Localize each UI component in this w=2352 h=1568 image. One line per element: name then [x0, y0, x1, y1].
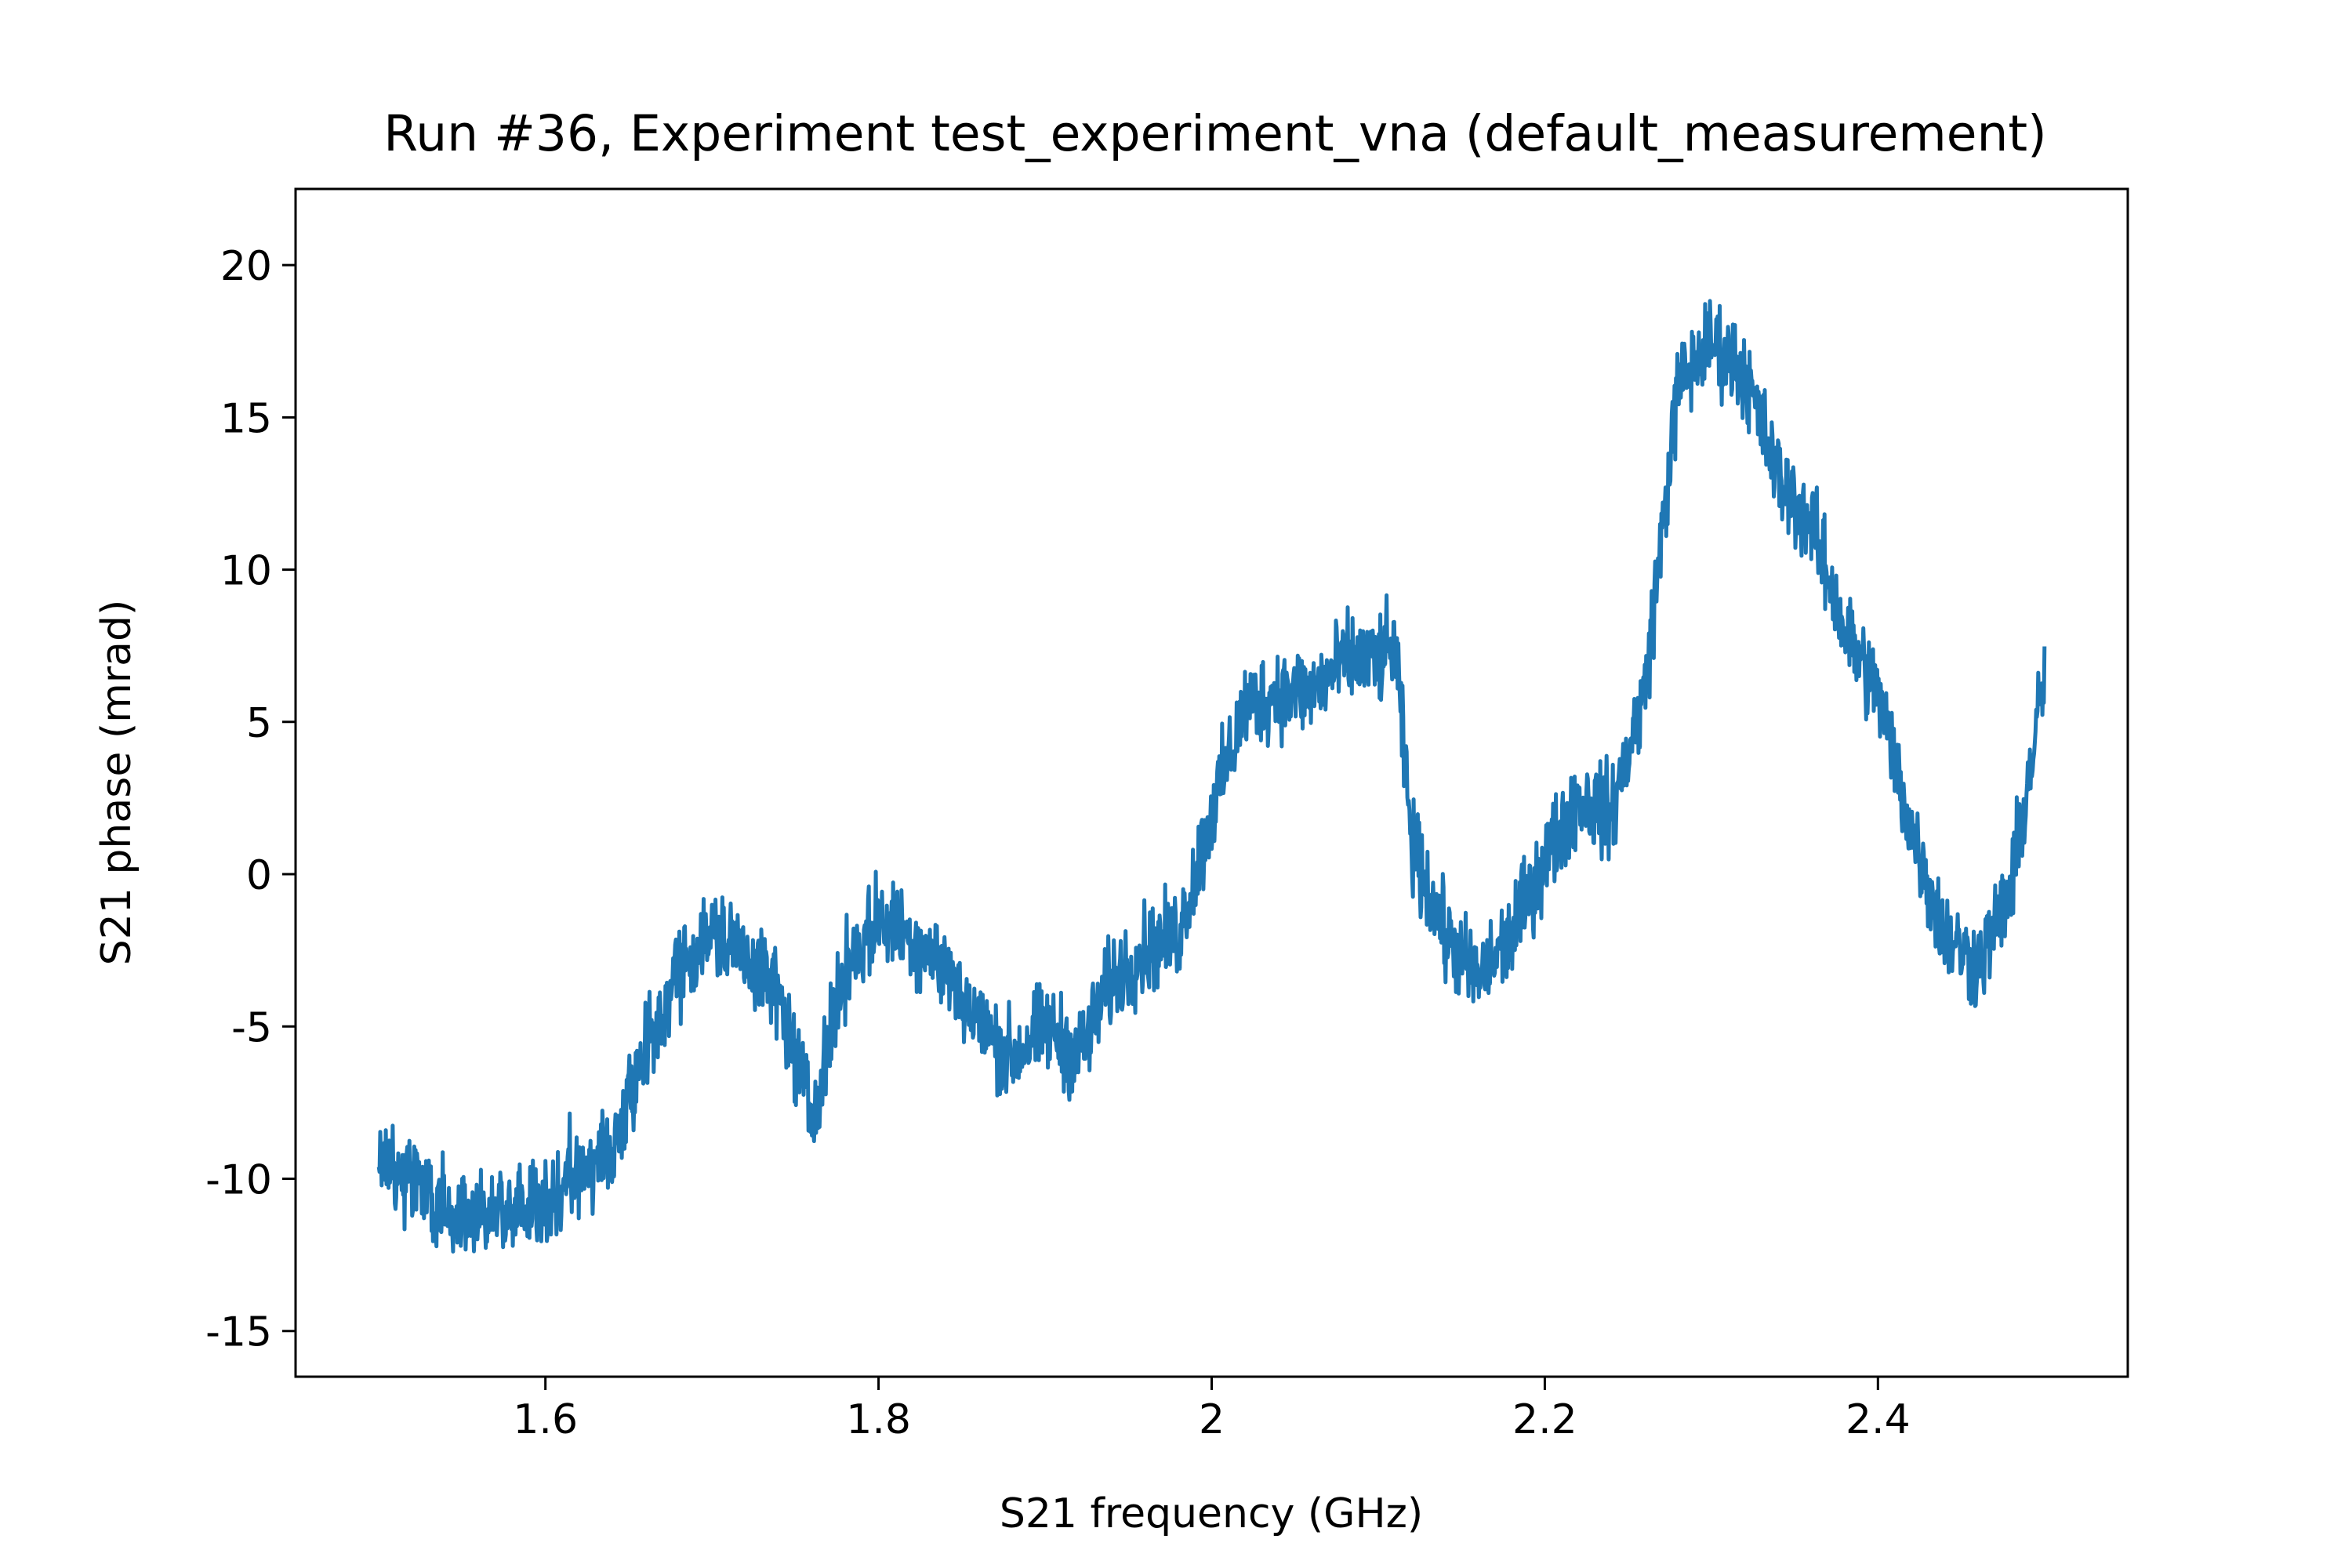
series-layer [376, 299, 2047, 1254]
y-tick-label: 5 [246, 700, 272, 747]
x-tick-label: 2 [1199, 1396, 1225, 1443]
y-tick-label: 0 [246, 852, 272, 899]
y-axis: -15 -10 -5 0 5 10 15 20 [205, 243, 296, 1356]
y-tick-label: 20 [220, 243, 272, 290]
x-tick-label: 2.4 [1846, 1396, 1911, 1443]
chart-title: Run #36, Experiment test_experiment_vna … [383, 105, 2046, 162]
y-tick-label: 15 [220, 395, 272, 442]
x-axis-label: S21 frequency (GHz) [1000, 1490, 1423, 1537]
y-axis-label: S21 phase (mrad) [93, 600, 140, 966]
y-tick-label: -15 [205, 1309, 272, 1356]
y-tick-label: 10 [220, 548, 272, 595]
y-tick-label: -5 [231, 1004, 272, 1051]
series-line [376, 299, 2047, 1254]
x-axis: 1.6 1.8 2 2.2 2.4 [513, 1377, 1911, 1443]
x-tick-label: 2.2 [1512, 1396, 1577, 1443]
y-tick-label: -10 [205, 1157, 272, 1204]
x-tick-label: 1.6 [513, 1396, 578, 1443]
x-tick-label: 1.8 [846, 1396, 911, 1443]
